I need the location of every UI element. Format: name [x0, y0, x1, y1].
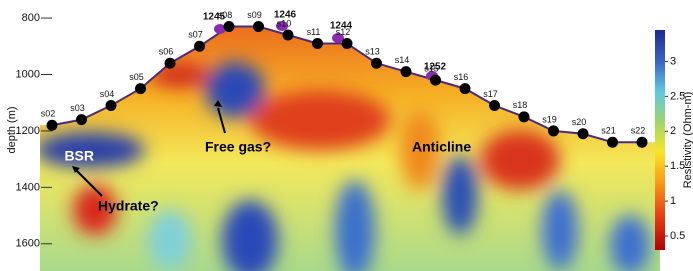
station: [194, 41, 205, 52]
station: [312, 38, 323, 49]
chart: depth (m) BSR Free gas? Hydrate? Anticli…: [0, 0, 693, 271]
station: [489, 100, 500, 111]
station: [342, 38, 353, 49]
station: [430, 75, 441, 86]
station-label: s12: [336, 27, 351, 37]
station-label: s06: [159, 47, 174, 57]
station-label: s19: [542, 114, 557, 124]
colorbar-tick-label: 2.5: [670, 90, 685, 102]
station-label: s20: [572, 117, 587, 127]
station-label: s08: [218, 10, 233, 20]
station: [371, 58, 382, 69]
station: [165, 58, 176, 69]
station-label: s04: [100, 89, 115, 99]
y-tick-label: 1600: [16, 238, 40, 250]
station: [548, 125, 559, 136]
station-label: s13: [365, 47, 380, 57]
station-label: s11: [307, 27, 321, 37]
station: [47, 120, 58, 131]
station-label: s16: [454, 72, 469, 82]
station: [578, 128, 589, 139]
station-label: s17: [483, 89, 498, 99]
station-label: s07: [188, 30, 203, 40]
station: [401, 66, 412, 77]
station-label: s03: [70, 103, 85, 113]
station: [460, 83, 471, 94]
station-label: s18: [513, 100, 528, 110]
station-label: s21: [601, 126, 616, 136]
y-tick-label: 1200: [16, 125, 40, 137]
station: [224, 21, 235, 32]
station-label: s05: [129, 72, 144, 82]
station: [76, 114, 87, 125]
colorbar-tick-label: 3: [670, 55, 676, 67]
station: [519, 111, 530, 122]
y-tick-label: 1000: [16, 68, 40, 80]
annotation: Hydrate?: [98, 198, 159, 214]
y-tick-label: 1400: [16, 181, 40, 193]
station-label: s02: [41, 109, 56, 119]
annotation: BSR: [64, 148, 94, 164]
station-label: s09: [247, 10, 262, 20]
annotation: Free gas?: [205, 139, 271, 155]
station: [637, 137, 648, 148]
station-label: s10: [277, 18, 292, 28]
station: [283, 29, 294, 40]
station-label: s14: [395, 55, 410, 65]
station: [607, 137, 618, 148]
colorbar-tick-label: 1: [670, 195, 676, 207]
colorbar-tick-label: 1.5: [670, 160, 685, 172]
y-tick-label: 800: [22, 12, 40, 24]
station: [135, 83, 146, 94]
colorbar: [655, 30, 665, 250]
colorbar-tick-label: 0.5: [670, 230, 685, 242]
colorbar-tick-label: 2: [670, 125, 676, 137]
station-label: s15: [424, 64, 439, 74]
annotation: Anticline: [412, 139, 471, 155]
colorbar-label: Resistivity (Ohm-m): [682, 92, 693, 189]
station: [253, 21, 264, 32]
station: [106, 100, 117, 111]
station-label: s22: [631, 126, 646, 136]
